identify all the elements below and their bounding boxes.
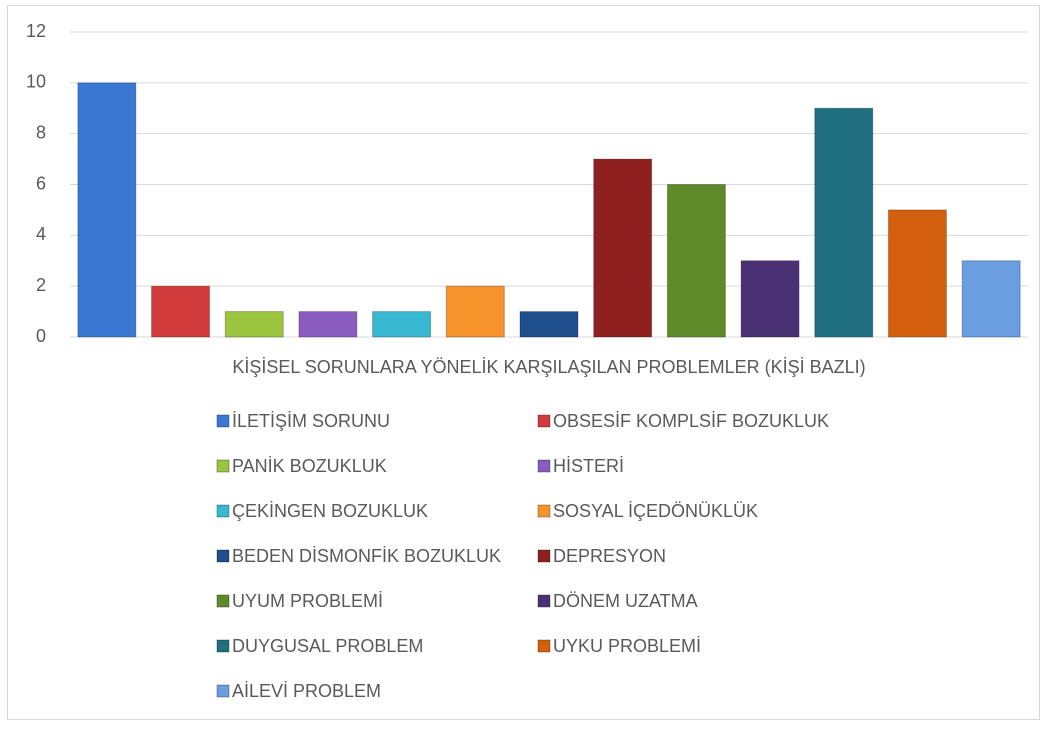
legend-label: UYUM PROBLEMİ: [232, 591, 383, 611]
legend-label: BEDEN DİSMONFİK BOZUKLUK: [232, 546, 501, 566]
bar: [961, 260, 1021, 338]
bar: [77, 82, 137, 338]
legend-label: OBSESİF KOMPLSİF BOZUKLUK: [553, 411, 829, 431]
legend-label: UYKU PROBLEMİ: [553, 636, 701, 656]
y-tick-label: 2: [36, 275, 46, 295]
legend-label: DEPRESYON: [553, 546, 666, 566]
legend-label: AİLEVİ PROBLEM: [232, 681, 381, 701]
legend-swatch: [216, 594, 230, 608]
legend-label: ÇEKİNGEN BOZUKLUK: [232, 501, 428, 521]
legend-swatch: [537, 504, 551, 518]
legend-label: DUYGUSAL PROBLEM: [232, 636, 423, 656]
legend-swatch: [537, 594, 551, 608]
y-tick-label: 4: [36, 224, 46, 244]
legend-label: DÖNEM UZATMA: [553, 591, 698, 611]
legend-label: İLETİŞİM SORUNU: [232, 411, 390, 431]
y-tick-label: 8: [36, 122, 46, 142]
bar: [814, 107, 874, 338]
bar: [372, 311, 432, 338]
x-tick-label: KİŞİSEL SORUNLARA YÖNELİK KARŞILAŞILAN P…: [232, 357, 865, 377]
bar: [887, 209, 947, 338]
legend-swatch: [537, 639, 551, 653]
legend-swatch: [216, 684, 230, 698]
legend-label: PANİK BOZUKLUK: [232, 456, 387, 476]
y-tick-label: 10: [26, 72, 46, 92]
legend-swatch: [216, 414, 230, 428]
bar: [151, 285, 211, 338]
bar: [740, 260, 800, 338]
legend-swatch: [216, 639, 230, 653]
legend-swatch: [216, 459, 230, 473]
legend-swatch: [216, 549, 230, 563]
legend-swatch: [216, 504, 230, 518]
legend-swatch: [537, 549, 551, 563]
y-tick-label: 12: [26, 21, 46, 41]
bar: [298, 311, 358, 338]
bar: [224, 311, 284, 338]
bar: [445, 285, 505, 338]
bar: [519, 311, 579, 338]
legend-label: SOSYAL İÇEDÖNÜKLÜK: [553, 501, 758, 521]
bar: [666, 184, 726, 338]
y-tick-label: 6: [36, 173, 46, 193]
legend-swatch: [537, 414, 551, 428]
y-tick-label: 0: [36, 326, 46, 346]
bar: [593, 158, 653, 338]
legend-swatch: [537, 459, 551, 473]
legend-label: HİSTERİ: [553, 456, 624, 476]
